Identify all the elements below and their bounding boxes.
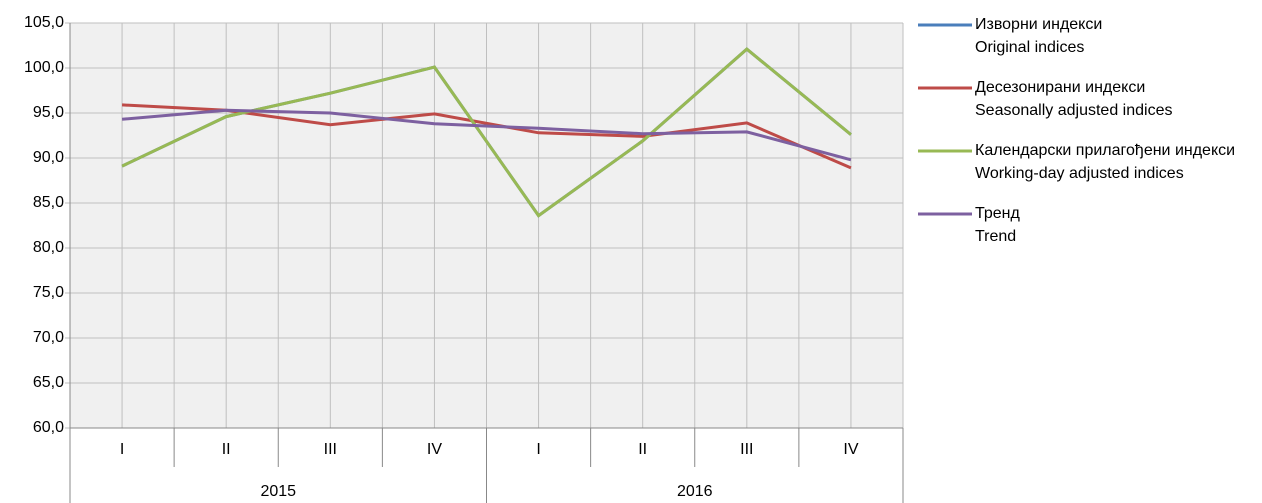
- y-tick-label: 105,0: [24, 14, 64, 31]
- legend-label: Working-day adjusted indices: [975, 165, 1184, 182]
- legend-label: Original indices: [975, 39, 1084, 56]
- x-tick-label: IV: [843, 441, 858, 458]
- legend-label: Изворни индекси: [975, 16, 1102, 33]
- x-tick-label: IV: [427, 441, 442, 458]
- y-tick-label: 90,0: [33, 149, 64, 166]
- x-tick-label: I: [536, 441, 540, 458]
- group-label: 2015: [260, 483, 296, 500]
- x-tick-label: II: [222, 441, 231, 458]
- x-tick-label: III: [740, 441, 753, 458]
- x-tick-label: III: [324, 441, 337, 458]
- legend-label: Trend: [975, 228, 1016, 245]
- legend-label: Seasonally adjusted indices: [975, 102, 1172, 119]
- y-tick-label: 100,0: [24, 59, 64, 76]
- legend-label: Календарски прилагођени индекси: [975, 142, 1235, 159]
- y-tick-label: 65,0: [33, 374, 64, 391]
- series-line: [121, 108, 852, 162]
- y-tick-label: 60,0: [33, 419, 64, 436]
- legend-label: Десезонирани индекси: [975, 79, 1145, 96]
- y-tick-label: 70,0: [33, 329, 64, 346]
- series-line: [121, 47, 852, 218]
- x-tick-label: II: [638, 441, 647, 458]
- y-tick-label: 85,0: [33, 194, 64, 211]
- y-tick-label: 80,0: [33, 239, 64, 256]
- y-tick-label: 75,0: [33, 284, 64, 301]
- group-label: 2016: [677, 483, 713, 500]
- x-tick-label: I: [120, 441, 124, 458]
- y-tick-label: 95,0: [33, 104, 64, 121]
- legend-label: Тренд: [975, 205, 1021, 222]
